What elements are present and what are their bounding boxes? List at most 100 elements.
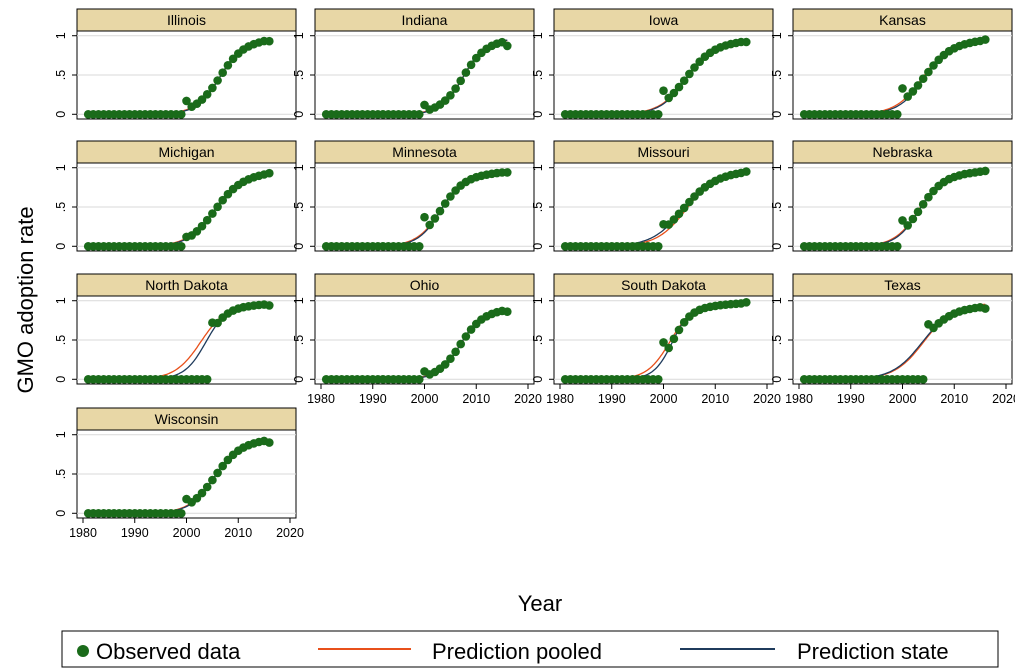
observed-point [679, 318, 689, 327]
observed-point [918, 200, 928, 209]
y-tick-label: 0 [54, 243, 68, 250]
x-tick-label: 2020 [514, 392, 542, 406]
x-tick-label: 1980 [546, 392, 574, 406]
observed-point [197, 221, 207, 231]
strip-label-north-dakota: North Dakota [145, 277, 228, 293]
panel-illinois: Illinois 0 .5 1 [54, 8, 297, 120]
legend-observed-marker [77, 645, 89, 657]
observed-point [415, 375, 424, 384]
observed-point [202, 215, 212, 225]
y-tick-label: .5 [531, 335, 545, 345]
x-tick-label: 2010 [940, 392, 968, 406]
x-tick-label: 1990 [837, 392, 865, 406]
y-tick-label: 0 [292, 243, 306, 250]
x-tick-label: 2000 [173, 526, 201, 540]
x-tick-label: 2020 [753, 392, 781, 406]
panel-michigan: Michigan 0 .5 1 [54, 140, 297, 252]
observed-point [742, 298, 751, 307]
strip-label-wisconsin: Wisconsin [155, 411, 219, 427]
observed-point [674, 82, 684, 92]
observed-point [265, 36, 274, 46]
strip-label-nebraska: Nebraska [873, 144, 933, 160]
y-tick-label: 1 [770, 297, 784, 304]
x-tick-label: 1990 [121, 526, 149, 540]
y-tick-label: 0 [770, 243, 784, 250]
panel-texas: Texas 0 .5 1 1980 1990 2000 2010 2020 [770, 273, 1015, 406]
observed-point [908, 87, 918, 96]
observed-point [659, 86, 668, 95]
strip-label-iowa: Iowa [649, 12, 679, 28]
observed-point [654, 375, 663, 384]
observed-point [440, 360, 450, 369]
legend-pooled-label: Prediction pooled [432, 639, 602, 664]
observed-point [654, 242, 663, 251]
observed-point [918, 74, 928, 83]
observed-point [913, 207, 923, 217]
y-tick-label: 0 [531, 243, 545, 250]
observed-point [415, 110, 424, 119]
observed-point [742, 167, 751, 176]
observed-point [456, 76, 466, 86]
observed-point [981, 304, 990, 313]
observed-point [218, 68, 227, 77]
observed-point [446, 192, 455, 201]
y-tick-label: .5 [531, 70, 545, 80]
y-tick-label: .5 [292, 202, 306, 212]
observed-point [202, 90, 212, 99]
y-tick-label: 1 [54, 164, 68, 171]
y-tick-label: 0 [54, 376, 68, 383]
panel-south-dakota: South Dakota 0 .5 1 1980 1990 2000 2010 2020 [531, 273, 781, 406]
observed-point [924, 67, 933, 77]
observed-point [420, 212, 429, 222]
observed-point [177, 110, 186, 119]
observed-point [430, 214, 440, 223]
strip-label-minnesota: Minnesota [392, 144, 457, 160]
strip-label-kansas: Kansas [879, 12, 926, 28]
observed-point [440, 199, 450, 208]
strip-label-missouri: Missouri [637, 144, 689, 160]
observed-point [202, 482, 212, 492]
panel-minnesota: Minnesota 0 .5 1 [292, 140, 535, 252]
observed-point [690, 63, 699, 72]
observed-point [674, 209, 684, 219]
y-tick-label: .5 [770, 202, 784, 212]
observed-point [208, 209, 217, 218]
x-tick-label: 1980 [785, 392, 813, 406]
observed-point [213, 468, 222, 478]
observed-point [228, 54, 238, 64]
observed-point [182, 96, 191, 106]
y-tick-label: 1 [770, 164, 784, 171]
observed-point [202, 375, 212, 384]
observed-point [918, 375, 928, 384]
y-tick-label: .5 [292, 70, 306, 80]
strip-label-texas: Texas [884, 277, 921, 293]
strip-label-indiana: Indiana [402, 12, 448, 28]
observed-point [893, 110, 902, 119]
observed-point [466, 60, 476, 70]
y-tick-label: 0 [531, 376, 545, 383]
observed-point [466, 325, 476, 334]
observed-point [669, 215, 679, 224]
y-tick-label: 0 [54, 510, 68, 517]
observed-point [679, 203, 689, 213]
observed-point [213, 202, 222, 212]
observed-point [446, 354, 455, 364]
y-tick-label: .5 [54, 202, 68, 212]
observed-point [981, 166, 990, 176]
observed-point [659, 338, 668, 347]
observed-point [265, 301, 274, 310]
observed-point [654, 110, 663, 119]
panel-missouri: Missouri 0 .5 1 [531, 140, 774, 252]
observed-point [669, 334, 679, 344]
y-tick-label: 1 [531, 32, 545, 39]
observed-point [177, 509, 186, 518]
observed-point [913, 81, 923, 90]
observed-point [223, 61, 233, 70]
observed-point [213, 76, 222, 85]
panel-iowa: Iowa 0 .5 1 [531, 8, 774, 120]
x-tick-label: 2020 [276, 526, 304, 540]
y-tick-label: 0 [292, 376, 306, 383]
observed-point [903, 92, 912, 101]
y-tick-label: 1 [770, 32, 784, 39]
panel-kansas: Kansas 0 .5 1 [770, 8, 1013, 120]
